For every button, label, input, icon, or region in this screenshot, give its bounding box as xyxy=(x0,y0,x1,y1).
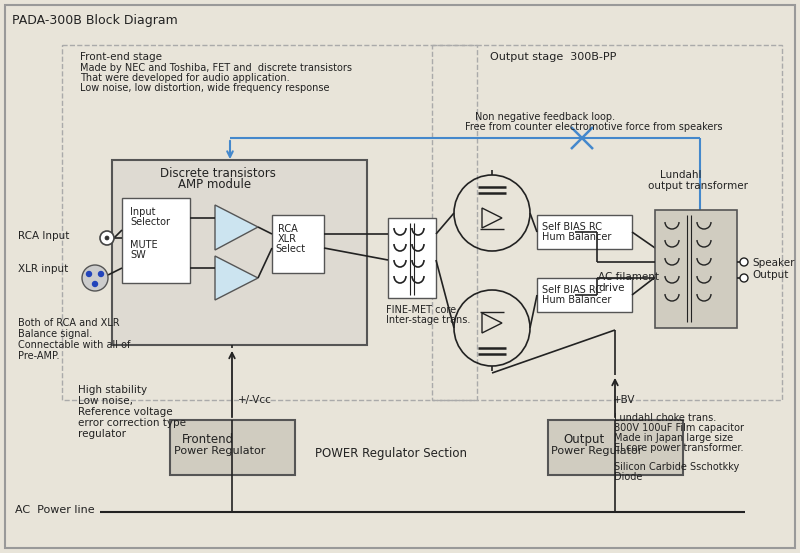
Text: Speaker: Speaker xyxy=(752,258,794,268)
Bar xyxy=(272,215,324,273)
Text: +/-Vcc: +/-Vcc xyxy=(238,395,272,405)
Text: SW: SW xyxy=(130,250,146,260)
Bar xyxy=(432,45,782,400)
Text: AC filament: AC filament xyxy=(598,272,659,282)
Bar xyxy=(655,210,737,328)
Text: Frontend: Frontend xyxy=(182,433,234,446)
Bar xyxy=(122,198,190,283)
Bar xyxy=(112,160,367,345)
Text: FINE-MET core: FINE-MET core xyxy=(386,305,456,315)
Text: Output stage  300B-PP: Output stage 300B-PP xyxy=(490,52,616,62)
Bar xyxy=(170,420,295,475)
Text: Both of RCA and XLR: Both of RCA and XLR xyxy=(18,318,120,328)
Text: Power Regulator: Power Regulator xyxy=(174,446,266,456)
Text: Made by NEC and Toshiba, FET and  discrete transistors: Made by NEC and Toshiba, FET and discret… xyxy=(80,63,352,73)
Text: Discrete transistors: Discrete transistors xyxy=(160,167,276,180)
Text: +BV: +BV xyxy=(613,395,635,405)
Text: output transformer: output transformer xyxy=(648,181,748,191)
Text: drive: drive xyxy=(598,283,625,293)
Text: MUTE: MUTE xyxy=(130,240,158,250)
Text: EI core power transformer.: EI core power transformer. xyxy=(614,443,743,453)
Circle shape xyxy=(98,272,103,276)
Circle shape xyxy=(86,272,91,276)
Text: Silicon Carbide Sschotkky: Silicon Carbide Sschotkky xyxy=(614,462,739,472)
Text: That were developed for audio application.: That were developed for audio applicatio… xyxy=(80,73,290,83)
Text: Output: Output xyxy=(563,433,604,446)
Text: Selector: Selector xyxy=(130,217,170,227)
Bar xyxy=(537,215,632,249)
Text: Pre-AMP.: Pre-AMP. xyxy=(18,351,59,361)
Text: error correction type: error correction type xyxy=(78,418,186,428)
Text: AMP module: AMP module xyxy=(178,178,251,191)
Text: Connectable with all of: Connectable with all of xyxy=(18,340,130,350)
Text: Select: Select xyxy=(275,244,305,254)
Text: Free from counter electromotive force from speakers: Free from counter electromotive force fr… xyxy=(465,122,722,132)
Text: Balance signal.: Balance signal. xyxy=(18,329,92,339)
Bar xyxy=(548,420,683,475)
Text: Input: Input xyxy=(130,207,155,217)
Bar xyxy=(537,278,632,312)
Text: RCA: RCA xyxy=(278,224,298,234)
Text: Self BIAS RC: Self BIAS RC xyxy=(542,222,602,232)
Circle shape xyxy=(93,281,98,286)
Text: Lundahl choke trans.: Lundahl choke trans. xyxy=(614,413,716,423)
Text: Output: Output xyxy=(752,270,788,280)
Text: Low noise, low distortion, wide frequency response: Low noise, low distortion, wide frequenc… xyxy=(80,83,330,93)
Text: Self BIAS RC: Self BIAS RC xyxy=(542,285,602,295)
Text: Low noise,: Low noise, xyxy=(78,396,133,406)
Text: Reference voltage: Reference voltage xyxy=(78,407,173,417)
Text: Non negative feedback loop.: Non negative feedback loop. xyxy=(475,112,615,122)
Circle shape xyxy=(105,236,109,240)
Text: XLR input: XLR input xyxy=(18,264,68,274)
Circle shape xyxy=(100,231,114,245)
Bar xyxy=(62,45,477,400)
Text: Diode: Diode xyxy=(614,472,642,482)
Text: PADA-300B Block Diagram: PADA-300B Block Diagram xyxy=(12,14,178,27)
Text: Front-end stage: Front-end stage xyxy=(80,52,162,62)
Polygon shape xyxy=(215,205,258,250)
Text: High stability: High stability xyxy=(78,385,147,395)
Text: Made in Japan large size: Made in Japan large size xyxy=(614,433,733,443)
Text: Hum Balancer: Hum Balancer xyxy=(542,295,611,305)
Text: XLR: XLR xyxy=(278,234,297,244)
Polygon shape xyxy=(215,256,258,300)
Text: Lundahl: Lundahl xyxy=(660,170,702,180)
Text: Hum Balancer: Hum Balancer xyxy=(542,232,611,242)
Text: AC  Power line: AC Power line xyxy=(15,505,94,515)
Text: POWER Regulator Section: POWER Regulator Section xyxy=(315,447,467,460)
Text: Power Regulator: Power Regulator xyxy=(551,446,642,456)
Text: 800V 100uF Film capacitor: 800V 100uF Film capacitor xyxy=(614,423,744,433)
Circle shape xyxy=(740,258,748,266)
Bar xyxy=(388,218,436,298)
Circle shape xyxy=(82,265,108,291)
Text: RCA Input: RCA Input xyxy=(18,231,70,241)
Text: Inter-stage trans.: Inter-stage trans. xyxy=(386,315,470,325)
Circle shape xyxy=(740,274,748,282)
Text: regulator: regulator xyxy=(78,429,126,439)
